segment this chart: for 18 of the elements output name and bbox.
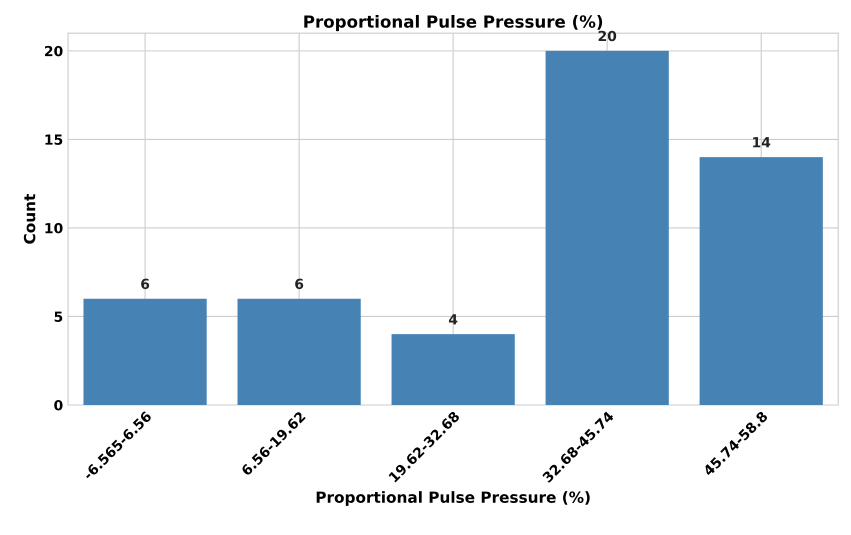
bar bbox=[546, 50, 669, 405]
y-tick-label: 10 bbox=[45, 222, 63, 234]
bar bbox=[83, 298, 207, 405]
y-tick-label: 20 bbox=[44, 46, 63, 56]
chart-title: Proportional Pulse Pressure (%) bbox=[304, 14, 602, 32]
data-label: 14 bbox=[753, 137, 770, 148]
data-label: 6 bbox=[141, 278, 150, 290]
bar bbox=[238, 298, 361, 405]
data-label: 20 bbox=[598, 30, 616, 42]
y-tick-label: 15 bbox=[45, 134, 62, 145]
y-tick-label: 5 bbox=[54, 312, 62, 322]
bar bbox=[392, 334, 515, 405]
data-label: 4 bbox=[448, 314, 458, 324]
y-axis-title: Count bbox=[24, 194, 36, 244]
x-axis-title: Proportional Pulse Pressure (%) bbox=[316, 491, 590, 506]
data-label: 6 bbox=[295, 278, 304, 290]
y-tick-label: 0 bbox=[54, 400, 63, 410]
bar bbox=[700, 157, 823, 405]
